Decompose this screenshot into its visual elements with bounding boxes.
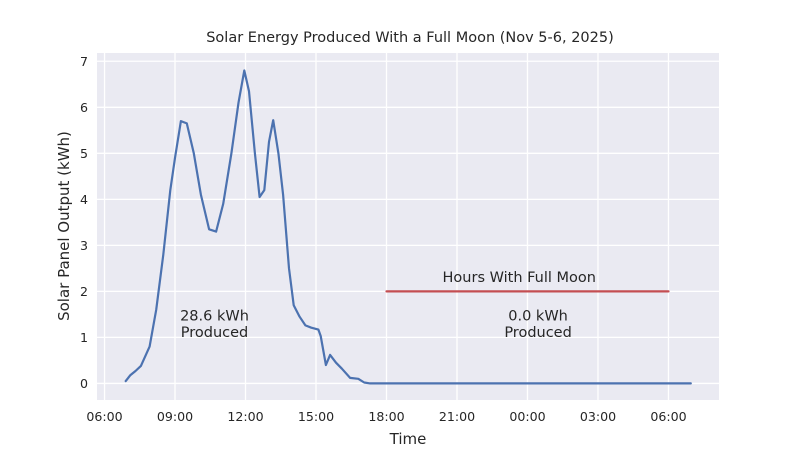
night-total-label: Produced — [504, 325, 572, 341]
y-tick-label: 4 — [80, 192, 88, 207]
y-tick-label: 3 — [80, 238, 88, 253]
x-tick-label: 06:00 — [86, 409, 122, 424]
y-tick-label: 6 — [80, 100, 88, 115]
x-tick-label: 18:00 — [368, 409, 404, 424]
x-tick-label: 12:00 — [227, 409, 263, 424]
night-total-label: 0.0 kWh — [508, 308, 568, 324]
y-tick-label: 2 — [80, 284, 88, 299]
x-tick-label: 15:00 — [298, 409, 334, 424]
y-tick-label: 0 — [80, 376, 88, 391]
plot-background — [97, 53, 719, 400]
y-axis-label: Solar Panel Output (kWh) — [55, 131, 73, 321]
day-total-label: Produced — [181, 325, 249, 341]
x-axis-label: Time — [389, 430, 427, 448]
x-tick-label: 09:00 — [157, 409, 193, 424]
y-tick-label: 5 — [80, 146, 88, 161]
y-tick-label: 1 — [80, 330, 88, 345]
x-tick-label: 21:00 — [439, 409, 475, 424]
solar-panel-output-line — [124, 69, 692, 385]
day-total-label: 28.6 kWh — [180, 308, 249, 324]
x-tick-label: 03:00 — [580, 409, 616, 424]
x-tick-label: 00:00 — [509, 409, 545, 424]
chart-title: Solar Energy Produced With a Full Moon (… — [206, 30, 614, 46]
moon-hours-label: Hours With Full Moon — [443, 270, 596, 286]
x-tick-label: 06:00 — [650, 409, 686, 424]
y-tick-label: 7 — [80, 54, 88, 69]
